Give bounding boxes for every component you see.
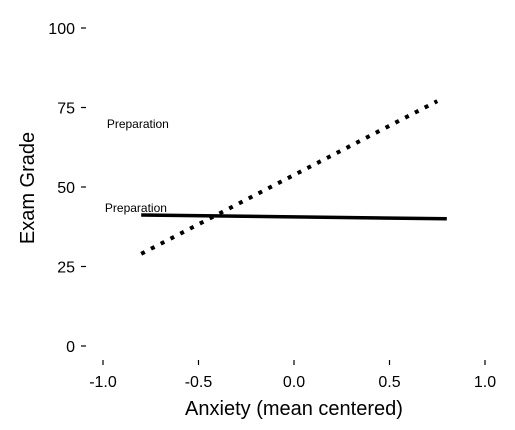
dotted-series-line xyxy=(140,99,439,256)
x-tick-label: -1.0 xyxy=(89,374,117,391)
annotation-layer: Preparation Preparation xyxy=(105,117,169,215)
solid-series-line xyxy=(141,213,447,221)
y-tick-label: 75 xyxy=(57,101,75,118)
y-tick-label: 0 xyxy=(66,339,75,356)
x-tick-label: 0.5 xyxy=(378,374,400,391)
y-axis: 0 25 50 75 100 xyxy=(48,21,86,356)
series-layer xyxy=(140,99,447,256)
y-tick-label: 100 xyxy=(48,21,75,38)
annotation-label: Preparation xyxy=(105,201,167,215)
x-axis: -1.0 -0.5 0.0 0.5 1.0 xyxy=(89,360,496,391)
x-tick-label: 0.0 xyxy=(283,374,305,391)
x-tick-label: -0.5 xyxy=(185,374,213,391)
y-tick-label: 50 xyxy=(57,180,75,197)
annotation-label: Preparation xyxy=(107,117,169,131)
y-tick-label: 25 xyxy=(57,260,75,277)
y-axis-title: Exam Grade xyxy=(17,132,39,244)
x-tick-label: 1.0 xyxy=(474,374,496,391)
x-axis-title: Anxiety (mean centered) xyxy=(185,398,403,420)
